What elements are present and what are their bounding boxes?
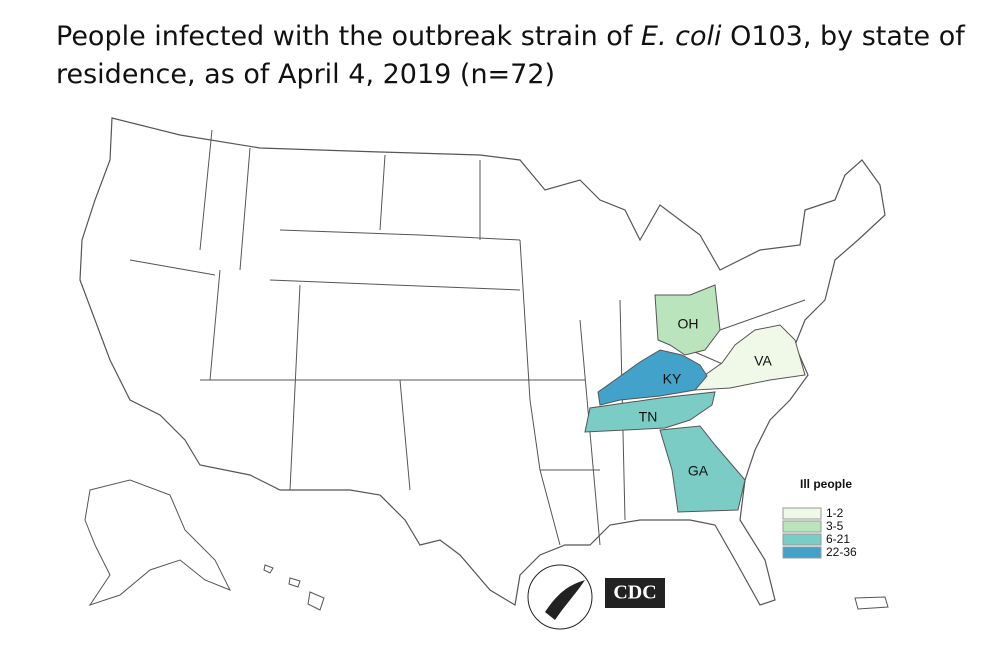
state-shape	[584, 391, 716, 433]
title-text: O103, by state of residence, as of April…	[56, 21, 965, 90]
state-shape	[654, 284, 721, 356]
legend-label: 1-2	[826, 506, 844, 520]
state-borders	[129, 129, 806, 546]
title-text: People infected with the outbreak strain…	[56, 21, 641, 52]
title: People infected with the outbreak strain…	[56, 18, 986, 94]
legend-title: Ill people	[800, 477, 852, 491]
state-label: KY	[663, 371, 682, 387]
legend-label: 6-21	[826, 532, 850, 546]
legend-swatch	[782, 507, 822, 520]
state-shape	[597, 349, 708, 406]
title-italic: E. coli	[640, 21, 722, 52]
states: OH VA KY TN GA	[584, 284, 806, 513]
legend-label: 22-36	[826, 545, 857, 559]
state-label: OH	[678, 316, 699, 332]
puerto-rico	[854, 596, 889, 610]
hawaii	[263, 564, 325, 611]
legend-swatch	[782, 520, 822, 533]
alaska	[84, 479, 232, 606]
legend-label: 3-5	[826, 519, 844, 533]
state-shape	[694, 324, 806, 391]
legend-swatch	[782, 533, 822, 546]
cdc-logo: CDC	[605, 578, 665, 608]
state-shape	[659, 425, 746, 513]
legend-swatch	[782, 546, 822, 559]
hhs-logo	[527, 564, 593, 630]
state-label: VA	[754, 353, 772, 369]
state-label: TN	[639, 409, 658, 425]
cdc-text: CDC	[613, 582, 656, 604]
state-label: GA	[688, 463, 709, 479]
